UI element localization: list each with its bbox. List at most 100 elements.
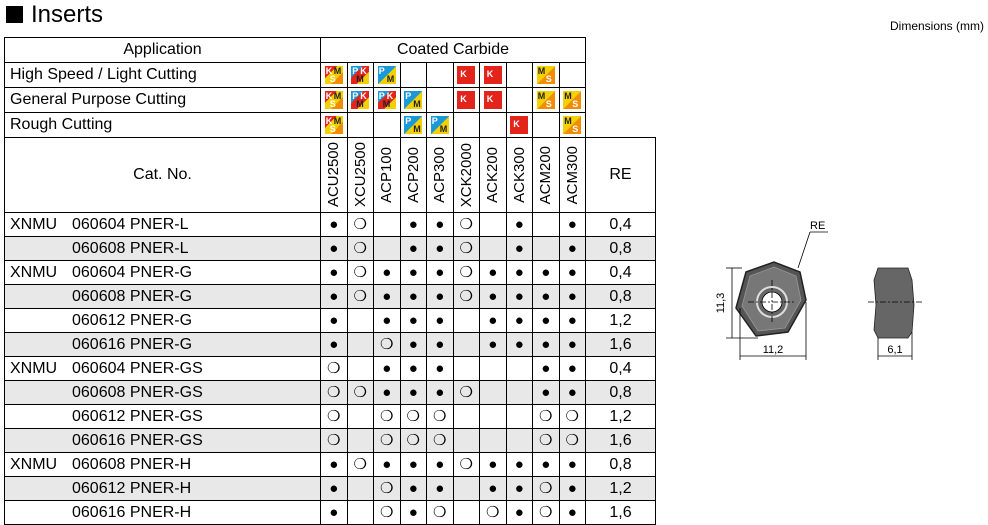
availability-mark: ● [329, 239, 339, 257]
availability-cell: ● [505, 260, 533, 285]
code: 060608 PNER-H [72, 455, 192, 473]
grade-header: ACK300 [505, 137, 533, 213]
grade-name: ACU2500 [325, 142, 343, 208]
re-value: 1,6 [585, 428, 656, 453]
availability-mark: ● [514, 239, 524, 257]
availability-cell [505, 404, 533, 429]
code: 060612 PNER-G [72, 311, 193, 329]
iso-letter: M [537, 91, 546, 101]
iso-letter: P [378, 91, 385, 101]
availability-mark: ● [408, 335, 418, 353]
availability-cell: ● [399, 260, 427, 285]
availability-mark: ● [435, 287, 445, 305]
insert-row: 060612 PNER-H ● ❍ ● ● ● ● ❍ ● 1,2 [4, 476, 656, 501]
availability-cell: ❍ [373, 404, 401, 429]
series: XNMU [10, 455, 58, 473]
availability-cell: ● [320, 452, 348, 477]
availability-mark: ● [408, 287, 418, 305]
iso-letter: S [545, 74, 552, 84]
iso-letter: S [329, 74, 336, 84]
insert-row: 060608 PNER-L ● ❍ ● ● ❍ ● ● 0,8 [4, 236, 656, 261]
availability-mark: ● [329, 335, 339, 353]
code: 060608 PNER-GS [72, 383, 203, 401]
availability-mark: ● [408, 455, 418, 473]
availability-cell: ❍ [452, 212, 480, 237]
iso-letter: K [386, 91, 394, 101]
availability-mark: ● [382, 383, 392, 401]
availability-mark: ● [329, 287, 339, 305]
availability-cell [479, 428, 507, 453]
iso-letter: M [333, 66, 342, 76]
availability-cell [479, 356, 507, 381]
availability-cell: ❍ [346, 284, 374, 309]
code: 060616 PNER-H [72, 503, 192, 521]
badge-cell: K [479, 87, 507, 113]
availability-cell: ● [532, 260, 560, 285]
re-value: 1,6 [585, 500, 656, 525]
availability-mark: ● [382, 263, 392, 281]
iso-letter: K [460, 94, 467, 104]
iso-letter: P [431, 116, 438, 126]
insert-row: 060612 PNER-GS ❍ ❍ ❍ ❍ ❍ ❍ 1,2 [4, 404, 656, 429]
application-name: Rough Cutting [4, 112, 321, 138]
availability-cell [346, 332, 374, 357]
availability-mark: ● [567, 311, 577, 329]
availability-mark: ● [567, 335, 577, 353]
spacer [586, 88, 656, 113]
availability-mark: ● [435, 263, 445, 281]
availability-mark: ● [488, 287, 498, 305]
availability-cell: ❍ [346, 452, 374, 477]
availability-cell: ● [373, 308, 401, 333]
availability-mark: ❍ [433, 432, 447, 449]
availability-cell: ● [426, 476, 454, 501]
insert-row: 060616 PNER-G ● ❍ ● ● ● ● ● ● 1,6 [4, 332, 656, 357]
title-bullet [6, 6, 23, 23]
availability-mark: ● [514, 287, 524, 305]
units-note: Dimensions (mm) [889, 19, 984, 33]
re-value: 1,6 [585, 332, 656, 357]
iso-letter: M [386, 74, 395, 84]
availability-mark: ❍ [353, 240, 367, 257]
iso-letter: K [360, 66, 367, 76]
availability-mark: ● [435, 311, 445, 329]
availability-cell: ● [426, 260, 454, 285]
availability-mark: ● [408, 239, 418, 257]
badge-cell: K [452, 87, 480, 113]
availability-mark: ● [567, 215, 577, 233]
availability-cell [346, 404, 374, 429]
insert-row: XNMU 060604 PNER-L ● ❍ ● ● ❍ ● ● 0,4 [4, 212, 656, 237]
availability-mark: ● [567, 455, 577, 473]
availability-mark: ● [435, 455, 445, 473]
title: Inserts [6, 0, 103, 30]
availability-mark: ❍ [327, 408, 341, 425]
availability-mark: ● [408, 215, 418, 233]
availability-cell: ● [532, 308, 560, 333]
availability-mark: ● [514, 335, 524, 353]
insert-row: XNMU 060604 PNER-GS ❍ ● ● ● ● ● 0,4 [4, 356, 656, 381]
availability-cell: ● [532, 332, 560, 357]
insert-row: XNMU 060608 PNER-H ● ❍ ● ● ● ❍ ● ● ● ● 0,8 [4, 452, 656, 477]
re-value: 1,2 [585, 308, 656, 333]
availability-cell: ● [399, 356, 427, 381]
badge-cell [505, 62, 533, 88]
insert-row: 060608 PNER-G ● ❍ ● ● ● ❍ ● ● ● ● 0,8 [4, 284, 656, 309]
grade-header: XCK2000 [452, 137, 480, 213]
badge-cell: K [479, 62, 507, 88]
availability-mark: ● [541, 359, 551, 377]
availability-cell: ● [399, 500, 427, 525]
availability-cell: ❍ [532, 476, 560, 501]
availability-cell: ● [505, 212, 533, 237]
application-name: General Purpose Cutting [4, 87, 321, 113]
iso-letter: M [356, 74, 364, 84]
availability-cell: ❍ [320, 356, 348, 381]
insert-row: 060608 PNER-GS ❍ ❍ ● ● ● ❍ ● ● 0,8 [4, 380, 656, 405]
availability-mark: ❍ [539, 432, 553, 449]
availability-mark: ❍ [486, 504, 500, 521]
insert-row: 060616 PNER-GS ❍ ❍ ❍ ❍ ❍ ❍ 1,6 [4, 428, 656, 453]
